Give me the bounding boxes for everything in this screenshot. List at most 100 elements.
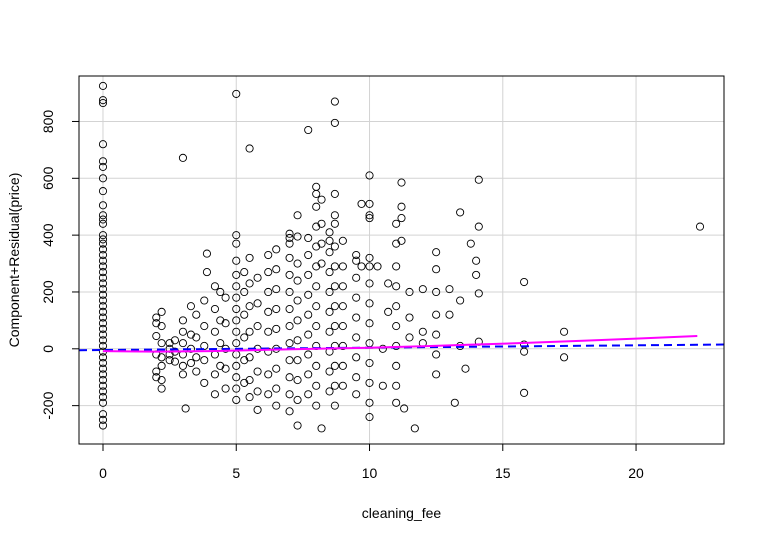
data-point (98, 215, 108, 224)
data-point (461, 364, 470, 373)
data-point (520, 277, 529, 287)
data-point (392, 262, 401, 271)
data-point (264, 307, 273, 316)
data-point (98, 256, 108, 265)
data-point (264, 268, 273, 277)
data-point (232, 304, 241, 314)
data-point (317, 219, 326, 228)
data-point (157, 361, 166, 370)
data-point (98, 140, 108, 149)
data-point (232, 89, 241, 98)
data-point (98, 358, 108, 368)
data-point (232, 384, 241, 393)
data-point (304, 350, 313, 359)
data-point (152, 313, 161, 322)
data-point (210, 370, 219, 379)
data-point (200, 296, 209, 305)
data-point (232, 256, 241, 265)
data-point (338, 282, 347, 291)
data-point (330, 211, 339, 220)
data-point (285, 339, 294, 348)
data-point (264, 370, 273, 379)
data-point (365, 412, 374, 422)
data-point (330, 219, 339, 228)
data-point (98, 296, 108, 305)
data-point (330, 189, 339, 198)
data-point (272, 265, 281, 274)
data-point (432, 330, 441, 339)
data-point (432, 287, 441, 297)
y-axis-label: Component+Residual(price) (6, 173, 22, 348)
data-point (378, 381, 387, 390)
data-point (400, 404, 409, 413)
data-point (245, 393, 254, 402)
data-point (98, 370, 108, 379)
data-point (232, 239, 241, 248)
y-tick-label: 800 (40, 110, 56, 134)
y-tick-label: -200 (40, 391, 56, 419)
data-point (445, 310, 454, 319)
data-point (352, 313, 361, 322)
data-point (338, 381, 347, 390)
data-point (98, 324, 108, 333)
data-point (245, 279, 254, 288)
data-point (338, 236, 347, 245)
data-point (365, 358, 374, 368)
data-point (178, 339, 187, 348)
data-point (330, 361, 339, 370)
data-point (98, 81, 108, 90)
data-point (210, 390, 219, 399)
data-point (98, 219, 108, 228)
data-point (170, 336, 180, 345)
data-point (285, 407, 294, 416)
data-point (98, 302, 108, 311)
data-point (157, 322, 166, 331)
data-point (240, 268, 249, 277)
data-point (186, 302, 195, 311)
data-point (272, 401, 281, 410)
data-point (98, 235, 108, 244)
data-point (365, 253, 374, 262)
data-point (365, 262, 374, 271)
data-point (352, 273, 361, 282)
data-point (186, 358, 195, 368)
data-point (474, 222, 483, 231)
data-point (98, 398, 108, 407)
data-point (221, 319, 230, 328)
data-point (253, 299, 262, 308)
data-point (317, 195, 326, 204)
data-point (392, 398, 401, 407)
data-point (384, 307, 393, 316)
data-point (338, 361, 347, 370)
data-point (317, 259, 326, 268)
data-point (293, 356, 302, 365)
x-tick-label: 20 (628, 465, 644, 481)
data-point (221, 293, 230, 302)
data-point (312, 302, 321, 311)
data-point (352, 390, 361, 399)
data-point (240, 287, 249, 297)
data-point (98, 201, 108, 210)
data-point (304, 290, 313, 299)
data-point (325, 287, 334, 297)
y-axis: -200 0 200 400 600 800 (40, 110, 80, 420)
data-point (98, 336, 108, 345)
data-point (98, 387, 108, 396)
data-point (293, 316, 302, 325)
data-point (325, 367, 334, 376)
data-point (520, 388, 529, 397)
data-point (178, 153, 187, 162)
data-point (330, 322, 339, 331)
data-point (285, 304, 294, 314)
data-point (432, 248, 441, 257)
data-point (352, 250, 361, 260)
x-tick-label: 0 (99, 465, 107, 481)
data-point (98, 313, 108, 322)
data-point (432, 350, 441, 359)
data-point (293, 395, 302, 405)
data-point (98, 319, 108, 328)
data-point (293, 259, 302, 268)
data-point (357, 199, 366, 208)
data-point (293, 232, 302, 241)
